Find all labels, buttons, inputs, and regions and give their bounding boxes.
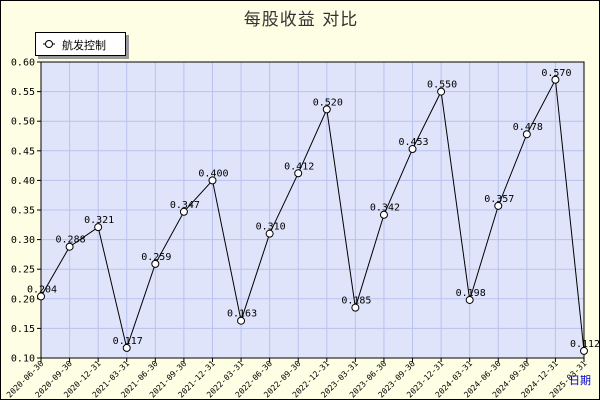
data-point bbox=[37, 292, 45, 301]
y-tick-label: 0.60 bbox=[11, 58, 35, 69]
y-tick-label: 0.35 bbox=[11, 206, 35, 217]
y-tick-label: 0.50 bbox=[11, 117, 35, 128]
data-point bbox=[580, 346, 588, 355]
data-point bbox=[208, 176, 217, 185]
plot-border bbox=[40, 61, 585, 359]
legend-marker-icon bbox=[43, 40, 55, 48]
data-point bbox=[265, 229, 274, 238]
data-label: 0.117 bbox=[113, 336, 143, 347]
data-point bbox=[408, 145, 417, 154]
y-tick-label: 0.40 bbox=[11, 176, 35, 187]
data-label: 0.520 bbox=[313, 97, 343, 108]
data-label: 0.185 bbox=[341, 296, 371, 307]
y-tick-label: 0.15 bbox=[11, 324, 35, 335]
y-tick-label: 0.45 bbox=[11, 146, 35, 157]
data-point bbox=[522, 130, 531, 139]
y-tick-label: 0.20 bbox=[11, 294, 35, 305]
legend: 航发控制 bbox=[35, 32, 126, 56]
data-label: 0.478 bbox=[513, 122, 543, 133]
data-point bbox=[494, 201, 503, 210]
data-point bbox=[151, 259, 160, 268]
data-label: 0.112 bbox=[570, 339, 599, 350]
y-tick-label: 0.55 bbox=[11, 87, 35, 98]
data-point bbox=[465, 295, 474, 304]
data-label: 0.347 bbox=[170, 200, 200, 211]
data-label: 0.163 bbox=[227, 309, 257, 320]
data-label: 0.550 bbox=[427, 80, 457, 91]
data-point bbox=[122, 343, 131, 352]
data-label: 0.321 bbox=[84, 215, 114, 226]
x-axis-label: 日期 bbox=[569, 374, 591, 387]
data-label: 0.342 bbox=[370, 203, 400, 214]
data-label: 0.310 bbox=[256, 222, 286, 233]
data-point bbox=[237, 316, 246, 325]
data-label: 0.259 bbox=[141, 252, 171, 263]
data-point bbox=[551, 75, 560, 84]
data-label: 0.453 bbox=[398, 137, 428, 148]
legend-label: 航发控制 bbox=[62, 39, 106, 52]
y-tick-label: 0.10 bbox=[11, 354, 35, 365]
data-point bbox=[322, 105, 331, 114]
data-point bbox=[437, 87, 446, 96]
data-point bbox=[379, 210, 388, 219]
data-point bbox=[65, 242, 74, 251]
data-point bbox=[351, 303, 360, 312]
data-point bbox=[94, 223, 103, 232]
data-label: 0.204 bbox=[27, 284, 57, 295]
data-point bbox=[294, 169, 303, 178]
data-label: 0.570 bbox=[541, 68, 571, 79]
y-tick-label: 0.30 bbox=[11, 235, 35, 246]
data-label: 0.412 bbox=[284, 161, 314, 172]
chart-title: 每股收益 对比 bbox=[243, 10, 359, 30]
data-label: 0.400 bbox=[198, 168, 228, 179]
data-point bbox=[179, 207, 188, 216]
data-label: 0.198 bbox=[456, 288, 486, 299]
data-label: 0.357 bbox=[484, 194, 514, 205]
series-line bbox=[40, 78, 585, 351]
data-label: 0.288 bbox=[56, 235, 86, 246]
y-tick-label: 0.25 bbox=[11, 265, 35, 276]
